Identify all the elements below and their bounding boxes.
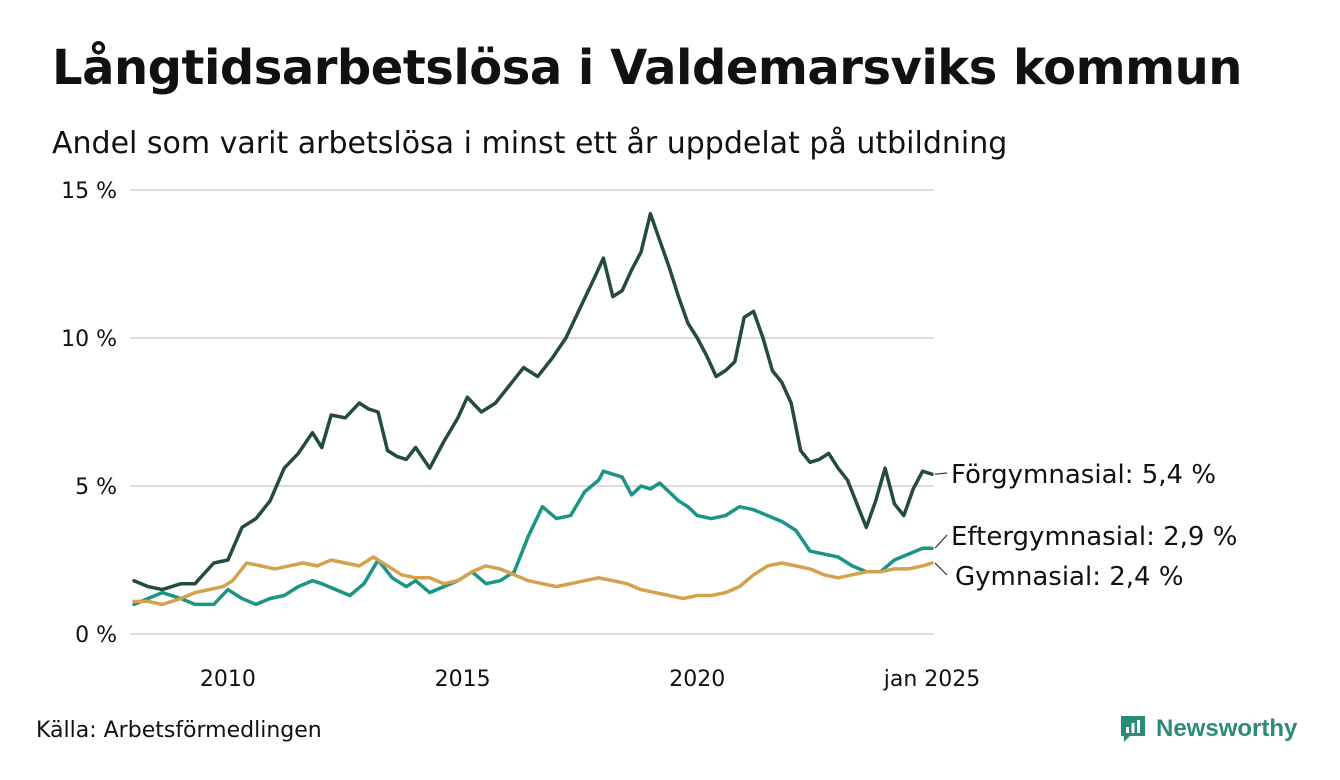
end-label-gymnasial: Gymnasial: 2,4 %	[955, 562, 1184, 592]
x-tick-label: jan 2025	[883, 667, 981, 692]
series-line-förgymnasial	[132, 211, 934, 592]
series-line-gymnasial	[132, 555, 934, 607]
brand-logo[interactable]: Newsworthy	[1118, 713, 1297, 745]
y-tick-label: 10 %	[61, 327, 117, 352]
x-tick-label: 2015	[435, 667, 491, 692]
x-tick-label: 2020	[669, 667, 725, 692]
y-axis-ticks: 0 % 5 % 10 % 15 %	[61, 179, 117, 648]
series-end-labels: Förgymnasial: 5,4 % Eftergymnasial: 2,9 %…	[934, 460, 1237, 592]
chart-title: Långtidsarbetslösa i Valdemarsviks kommu…	[52, 40, 1242, 96]
y-tick-label: 5 %	[75, 475, 117, 500]
end-label-connector	[934, 472, 948, 475]
line-chart: 0 % 5 % 10 % 15 % 2010 2015 2020 jan 2025 Förg…	[61, 179, 1237, 692]
y-tick-label: 0 %	[75, 623, 117, 648]
end-label-förgymnasial: Förgymnasial: 5,4 %	[951, 460, 1216, 490]
series-lines	[132, 211, 934, 607]
x-axis-ticks: 2010 2015 2020 jan 2025	[200, 667, 980, 692]
newsworthy-logo-icon	[1121, 716, 1145, 742]
brand-name: Newsworthy	[1156, 715, 1298, 742]
end-label-connector	[934, 534, 948, 549]
grid-lines	[130, 189, 934, 635]
y-tick-label: 15 %	[61, 179, 117, 204]
series-line-eftergymnasial	[132, 469, 934, 607]
end-label-connector	[934, 562, 948, 576]
end-label-eftergymnasial: Eftergymnasial: 2,9 %	[951, 522, 1237, 552]
source-note: Källa: Arbetsförmedlingen	[36, 718, 322, 743]
x-tick-label: 2010	[200, 667, 256, 692]
chart-subtitle: Andel som varit arbetslösa i minst ett å…	[52, 126, 1008, 161]
